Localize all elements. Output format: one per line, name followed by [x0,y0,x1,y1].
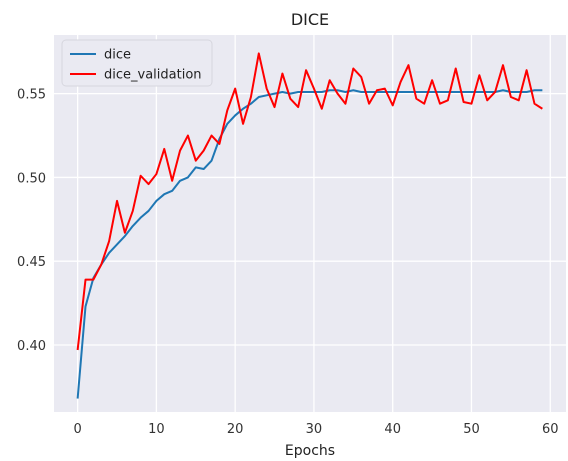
y-axis-ticks: 0.40 0.45 0.50 0.55 [17,88,46,354]
x-tick-label: 40 [384,422,401,437]
series-layer [76,52,543,399]
y-tick-label: 0.55 [17,88,46,103]
x-tick-label: 0 [73,422,81,437]
x-tick-label: 20 [227,422,244,437]
y-tick-label: 0.45 [17,255,46,270]
x-tick-label: 30 [306,422,323,437]
plot-area [54,35,566,412]
x-axis-ticks: 0 10 20 30 40 50 60 [73,422,558,437]
x-tick-label: 10 [148,422,165,437]
chart-title: DICE [291,10,329,29]
x-tick-label: 50 [463,422,480,437]
legend-label: dice_validation [104,68,202,83]
y-tick-label: 0.40 [17,339,46,354]
x-tick-label: 60 [542,422,559,437]
legend-label: dice [104,48,131,63]
series-line-dice-validation [76,52,543,351]
y-tick-label: 0.50 [17,171,46,186]
x-axis-label: Epochs [285,443,335,459]
series-line-dice [76,89,543,399]
legend-box [61,39,213,87]
grid [54,35,566,412]
legend: dice dice_validation [61,39,213,87]
